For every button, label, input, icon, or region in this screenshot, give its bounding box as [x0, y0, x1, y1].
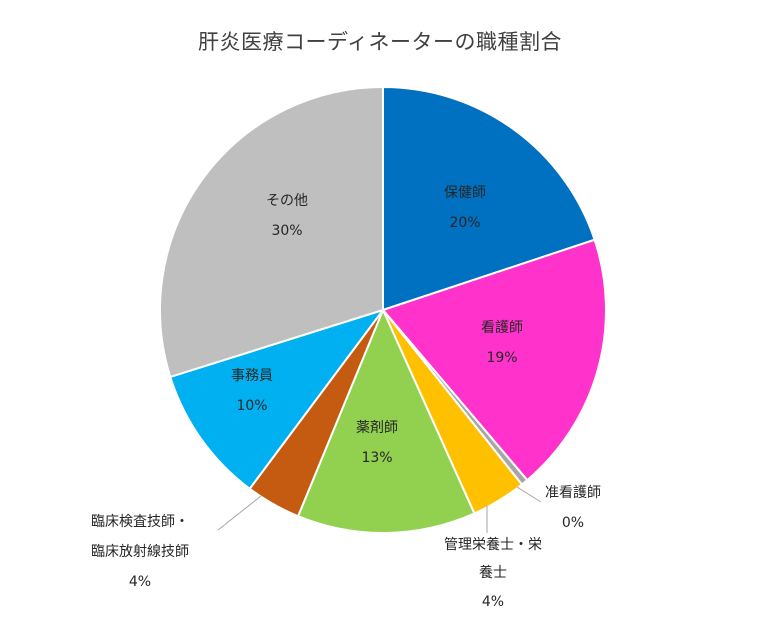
pie-slice-0: [382, 85, 596, 312]
pie-slice-1: [381, 238, 607, 482]
slice-value-label-3: 4%: [482, 594, 504, 610]
slice-value-label-7: 30%: [271, 223, 302, 239]
slice-name-label-3-line-1: 養士: [479, 564, 507, 581]
pie-slice-4: [296, 307, 476, 534]
slice-name-label-5-line-0: 臨床検査技師・: [91, 514, 189, 530]
slice-value-label-1: 19%: [486, 350, 517, 366]
slice-name-label-3-line-0: 管理栄養士・栄: [444, 536, 542, 553]
leader-line-5: [217, 495, 262, 531]
leader-line-2: [516, 486, 542, 503]
pie-slice-6: [169, 308, 386, 491]
slice-value-label-6: 10%: [236, 398, 267, 414]
slice-value-label-4: 13%: [361, 450, 392, 466]
slice-name-label-0: 保健師: [444, 185, 486, 201]
slice-name-label-4: 薬剤師: [356, 420, 398, 436]
slice-value-label-2: 0%: [562, 515, 584, 531]
slice-name-label-5-line-1: 臨床放射線技師: [91, 544, 189, 560]
slice-value-label-5: 4%: [129, 574, 151, 590]
slice-name-label-7: その他: [266, 193, 308, 209]
slice-name-label-2-line-0: 准看護師: [545, 485, 601, 501]
slice-name-label-6: 事務員: [231, 368, 273, 384]
slice-name-label-1: 看護師: [481, 320, 523, 336]
pie-slice-7: [159, 85, 384, 379]
chart-title: 肝炎医療コーディネーターの職種割合: [197, 30, 563, 54]
slice-value-label-0: 20%: [449, 215, 480, 231]
